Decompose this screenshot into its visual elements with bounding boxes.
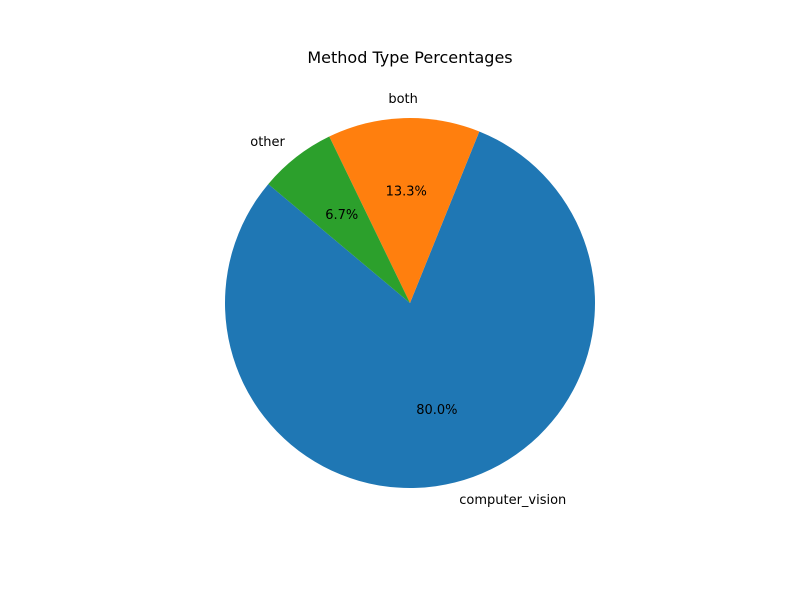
pie-label-other: other bbox=[250, 135, 285, 150]
pie-slice-both bbox=[329, 118, 480, 303]
pie-labels: computer_vision 80.0% both 13.3% other 6.7% bbox=[250, 92, 566, 508]
pie-label-both: both bbox=[388, 92, 418, 107]
pie-slices bbox=[224, 118, 595, 488]
pie-slice-computer-vision bbox=[224, 131, 595, 488]
pie-percent-label-computer-vision: 80.0% bbox=[416, 403, 457, 418]
pie-label-computer-vision: computer_vision bbox=[459, 493, 566, 508]
chart-title: Method Type Percentages bbox=[307, 48, 512, 67]
pie-percent-label-other: 6.7% bbox=[325, 208, 358, 223]
pie-percent-label-both: 13.3% bbox=[386, 185, 427, 200]
pie-slice-other bbox=[268, 136, 410, 303]
